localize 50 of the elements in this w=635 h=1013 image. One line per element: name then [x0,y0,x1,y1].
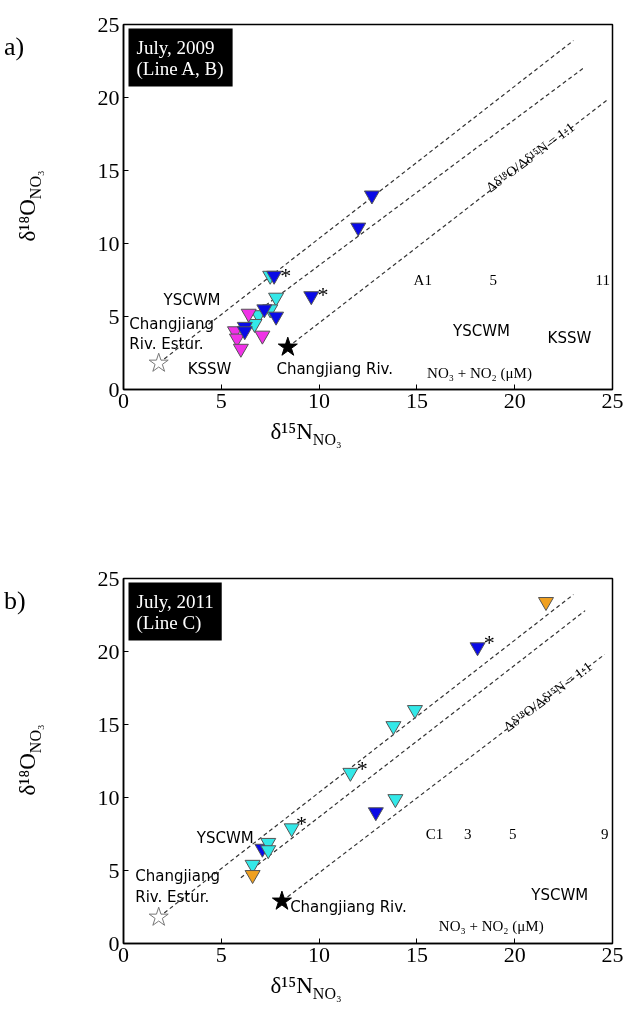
annotation: KSSW [547,329,592,348]
x-tick-label: 10 [308,387,331,413]
x-tick-label: 15 [405,941,428,967]
annotation: * [296,811,307,837]
y-tick-label: 25 [97,565,120,591]
x-tick-label: 20 [503,941,526,967]
y-tick-label: 10 [97,230,120,256]
annotation: YSCWM [162,291,221,310]
annotation: NO₃ + NO₂ (μM) [427,365,532,383]
y-tick-label: 5 [108,303,120,329]
y-tick-label: 5 [108,857,120,883]
annotation: Changjiang Riv. Estur. [129,314,215,354]
annotation: * [483,630,495,656]
annotation: C1 [425,826,444,842]
annotation: NO₃ + NO₂ (μM) [438,917,544,935]
annotation: Changjiang Riv. Estur. [135,867,220,906]
annotation: 3 [464,826,472,842]
y-tick-label: 20 [97,84,120,110]
annotation: YSCWM [530,886,589,905]
x-tick-label: 5 [215,387,227,413]
annotation: KSSW [187,360,232,379]
x-axis-title: δ¹⁵N$_{NO₃}$ [269,419,343,449]
annotation: 5 [489,272,497,288]
annotation: Changjiang Riv. [276,360,394,379]
annotation: 11 [595,272,610,288]
y-tick-label: 25 [97,11,120,37]
x-tick-label: 20 [503,387,526,413]
text: July, 2009 (Line A, B) [136,36,224,80]
x-tick-label: 5 [215,941,227,967]
text: b) [4,586,26,616]
annotation: 9 [600,826,609,842]
text: July, 2011 (Line C) [136,590,214,634]
annotation: A1 [413,272,432,288]
x-axis-title: δ¹⁵N$_{NO₃}$ [269,973,343,1003]
x-tick-label: 25 [601,387,624,413]
annotation: YSCWM [195,829,254,848]
y-tick-label: 15 [97,711,120,737]
annotation: 5 [508,826,517,842]
text: a) [4,32,25,62]
y-tick-label: 15 [97,157,120,183]
annotation: Changjiang Riv. [290,898,407,916]
x-tick-label: 15 [405,387,428,413]
y-tick-label: 20 [97,638,120,664]
y-tick-label: 10 [97,784,120,810]
annotation: * [280,263,292,289]
x-tick-label: 10 [308,941,331,967]
annotation: * [356,755,368,781]
annotation: * [317,282,329,308]
annotation: YSCWM [451,322,510,341]
x-tick-label: 25 [601,941,624,967]
